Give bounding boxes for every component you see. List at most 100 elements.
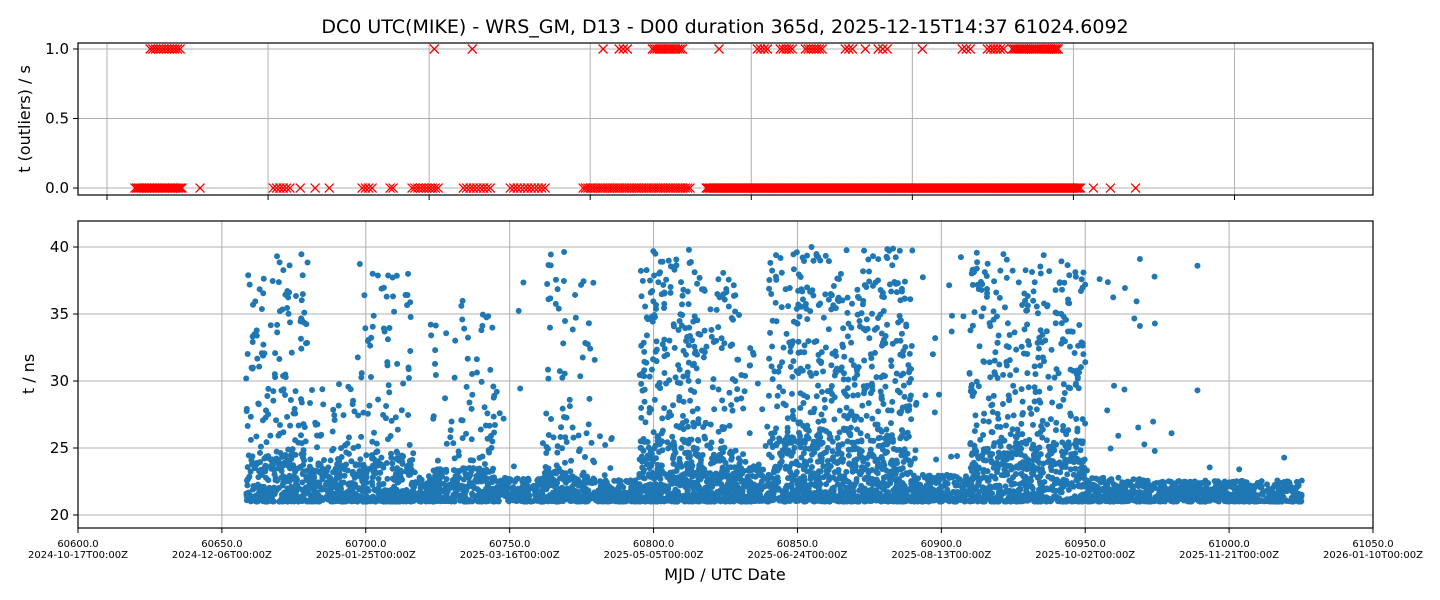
data-point <box>314 444 321 451</box>
data-point <box>289 475 296 482</box>
data-point <box>338 493 345 500</box>
outlier-marker <box>617 183 627 194</box>
data-point <box>280 473 287 480</box>
data-point <box>437 466 444 473</box>
data-point <box>848 357 855 364</box>
data-point <box>391 308 398 315</box>
data-point <box>747 481 754 488</box>
data-point <box>888 357 895 364</box>
data-point <box>443 440 450 447</box>
timing-points <box>243 243 1305 505</box>
data-point <box>858 310 865 317</box>
data-point <box>389 460 396 467</box>
data-point <box>997 443 1004 450</box>
data-point <box>291 405 298 412</box>
data-point <box>551 483 558 490</box>
data-point <box>919 498 926 505</box>
data-point <box>651 272 658 279</box>
data-point <box>696 452 703 459</box>
data-point <box>782 484 789 491</box>
data-point <box>300 462 307 469</box>
data-point <box>580 278 587 285</box>
data-point <box>695 437 702 444</box>
data-point <box>730 282 737 289</box>
data-point <box>877 311 884 318</box>
data-point <box>561 459 568 466</box>
data-point <box>694 351 701 358</box>
data-point <box>838 364 845 371</box>
data-point <box>246 473 253 480</box>
data-point <box>355 412 362 419</box>
data-point <box>830 283 837 290</box>
data-point <box>539 440 546 447</box>
outlier-marker <box>1088 183 1099 194</box>
data-point <box>243 490 250 497</box>
data-point <box>478 378 485 385</box>
data-point <box>836 449 843 456</box>
data-point <box>810 292 817 299</box>
data-point <box>901 278 908 285</box>
data-point <box>830 474 837 481</box>
data-point <box>493 388 500 395</box>
data-point <box>279 481 286 488</box>
outlier-marker <box>957 44 968 54</box>
data-point <box>931 409 938 416</box>
data-point <box>720 269 727 276</box>
data-point <box>994 454 1001 461</box>
data-point <box>667 284 674 291</box>
data-point <box>766 355 773 362</box>
data-point <box>953 479 960 486</box>
data-point <box>593 490 600 497</box>
data-point <box>447 427 454 434</box>
data-point <box>376 481 383 488</box>
data-point <box>638 414 645 421</box>
data-point <box>443 330 450 337</box>
data-point <box>557 497 564 504</box>
data-point <box>432 372 439 379</box>
data-point <box>803 460 810 467</box>
data-point <box>740 451 747 458</box>
data-point <box>725 303 732 310</box>
data-point <box>357 456 364 463</box>
data-point <box>943 490 950 497</box>
data-point <box>701 349 708 356</box>
data-point <box>808 243 815 250</box>
data-point <box>390 293 397 300</box>
data-point <box>797 390 804 397</box>
data-point <box>292 465 299 472</box>
data-point <box>675 362 682 369</box>
data-point <box>804 363 811 370</box>
data-point <box>789 373 796 380</box>
data-point <box>747 467 754 474</box>
data-point <box>697 331 704 338</box>
data-point <box>769 267 776 274</box>
data-point <box>685 423 692 430</box>
data-point <box>459 435 466 442</box>
data-point <box>825 258 832 265</box>
data-point <box>755 461 762 468</box>
data-point <box>409 497 416 504</box>
data-point <box>874 460 881 467</box>
data-point <box>678 279 685 286</box>
data-point <box>685 440 692 447</box>
outlier-marker <box>1051 44 1062 54</box>
data-point <box>276 259 283 266</box>
data-point <box>804 486 811 493</box>
data-point <box>869 310 876 317</box>
outlier-marker <box>522 183 533 194</box>
outlier-marker <box>583 183 593 194</box>
data-point <box>796 437 803 444</box>
data-point <box>532 491 539 498</box>
data-point <box>823 428 830 435</box>
data-point <box>829 448 836 455</box>
data-point <box>280 267 287 274</box>
data-point <box>854 293 861 300</box>
data-point <box>892 471 899 478</box>
data-point <box>545 498 552 505</box>
data-point <box>329 428 336 435</box>
data-point <box>703 343 710 350</box>
data-point <box>769 376 776 383</box>
data-point <box>601 498 608 505</box>
data-point <box>637 444 644 451</box>
data-point <box>887 468 894 475</box>
